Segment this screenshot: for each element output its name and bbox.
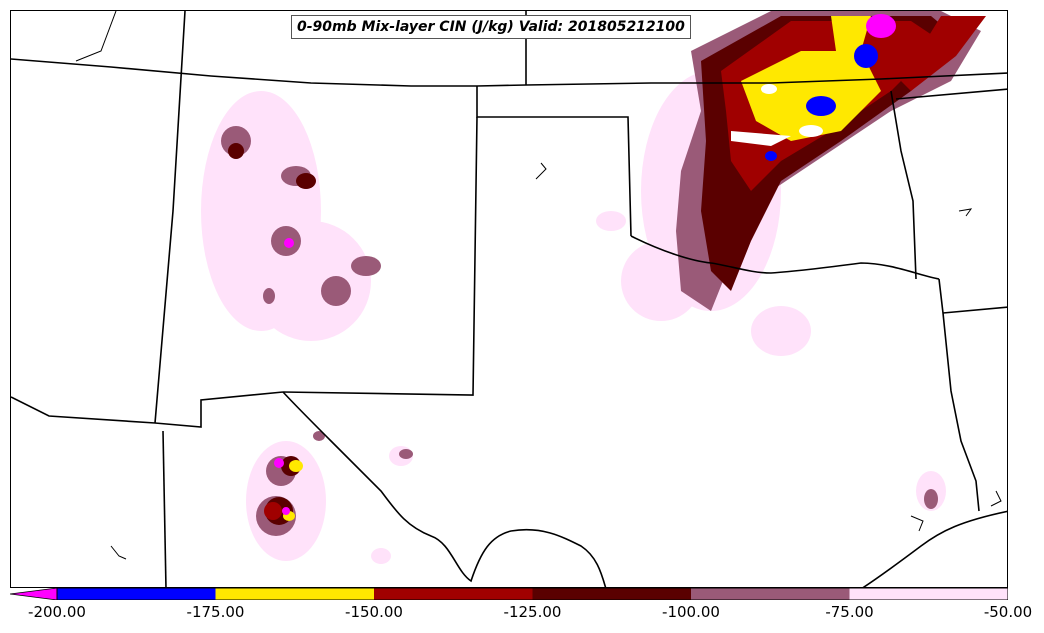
border-ok-ar [890, 90, 917, 280]
colorbar-bins [57, 588, 1008, 600]
cin-below-min-shading [274, 14, 896, 515]
border-west-vertical [154, 11, 186, 424]
cin-clear-patches [731, 84, 823, 146]
border-nm-west [154, 391, 284, 428]
colorbar-bin-4 [691, 588, 850, 600]
water-outlines [75, 11, 1002, 560]
border-mo-ar [895, 88, 1007, 100]
cin-extreme-shading [283, 16, 881, 521]
border-nm-tx [282, 116, 478, 396]
colorbar-bin-0 [57, 588, 216, 600]
colorbar-bin-1 [215, 588, 374, 600]
colorbar-tick-label: -125.00 [503, 603, 562, 621]
cin-map [11, 11, 1007, 587]
colorbar-tick-label: -50.00 [983, 603, 1033, 621]
map-panel [10, 10, 1008, 588]
border-rio-grande [282, 391, 607, 587]
colorbar-tick-label: -175.00 [186, 603, 245, 621]
border-az-south [162, 430, 167, 587]
coast-gulf [862, 510, 1007, 587]
colorbar-bin-2 [374, 588, 533, 600]
colorbar-bin-3 [532, 588, 691, 600]
border-ar-la [942, 306, 1007, 314]
map-title: 0-90mb Mix-layer CIN (J/kg) Valid: 20180… [291, 15, 691, 39]
colorbar-low-extension [10, 588, 58, 600]
colorbar-tick-label: -150.00 [345, 603, 403, 621]
colorbar-outline [56, 588, 1008, 600]
border-tx-la [938, 278, 980, 512]
cin-severe-shading [765, 44, 878, 161]
colorbar-tick-label: -75.00 [825, 603, 874, 621]
colorbar-bin-5 [849, 588, 1008, 600]
state-boundaries [11, 11, 1007, 587]
border-ks-ok [476, 86, 632, 237]
colorbar [10, 588, 1008, 600]
border-az-sw [11, 396, 156, 424]
colorbar-tick-label: -100.00 [662, 603, 720, 621]
border-red-river [630, 235, 940, 280]
colorbar-tick-label: -200.00 [28, 603, 86, 621]
